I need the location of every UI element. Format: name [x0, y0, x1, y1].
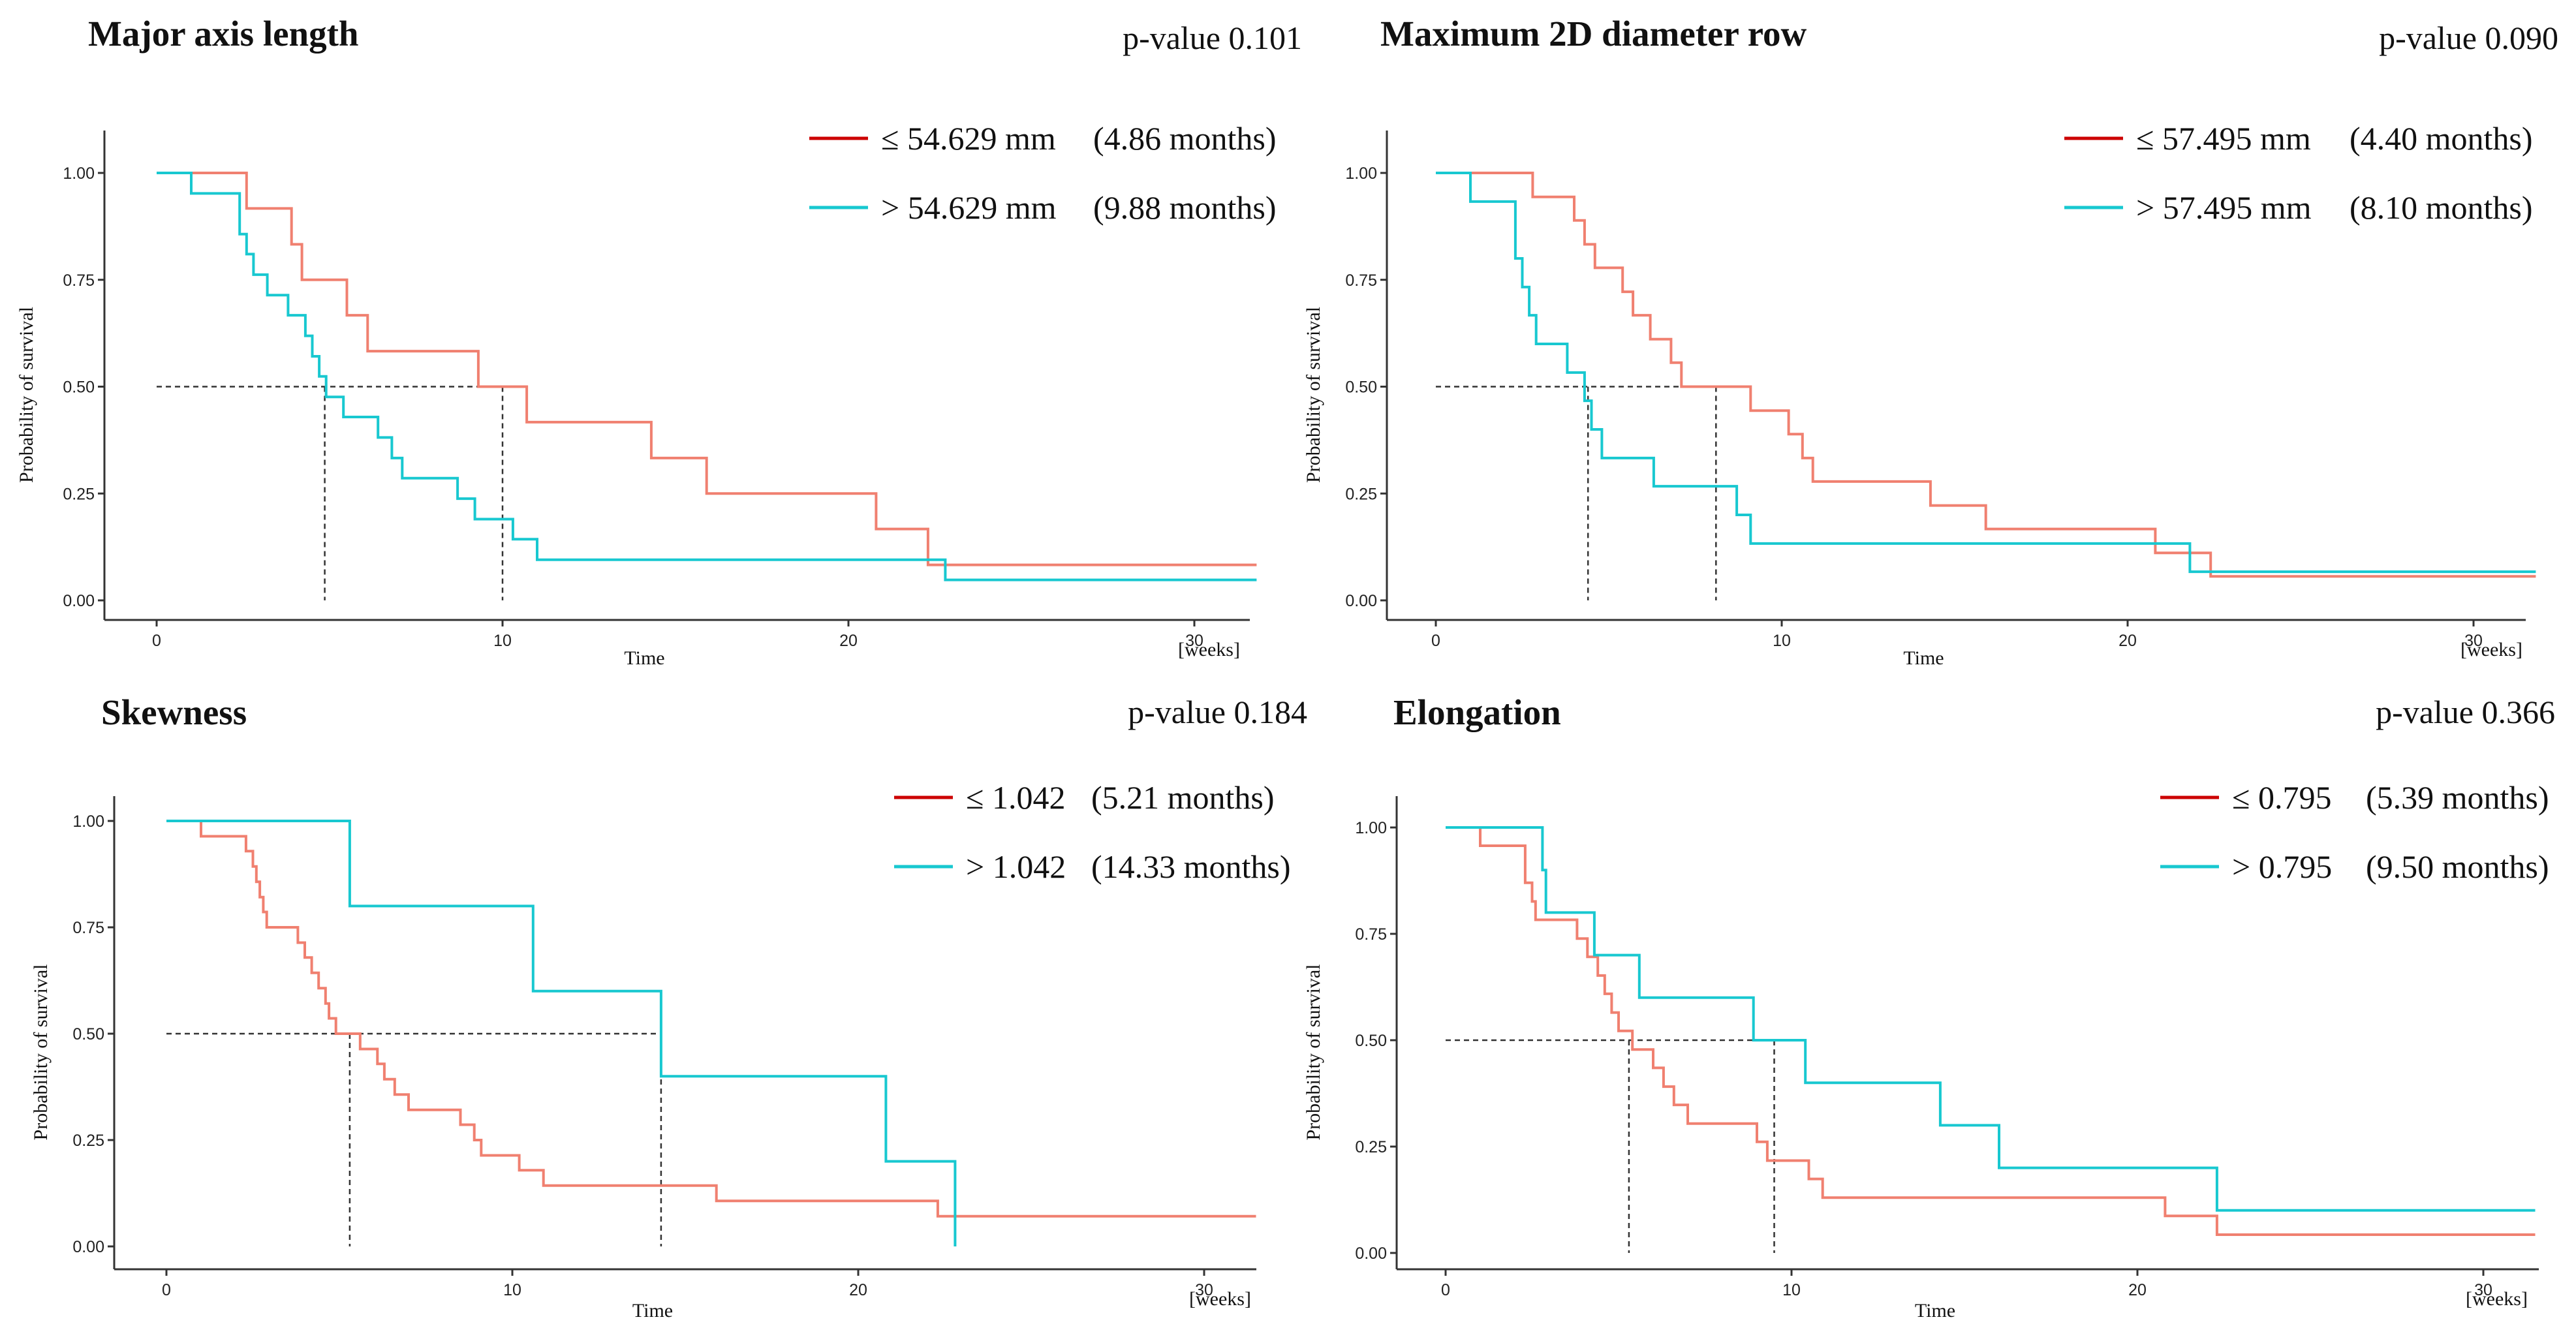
km-panel-4: Elongation p-value 0.366 0.00 0.25 0.50 0.75 1… [1303, 692, 2555, 1321]
x-tick-label: 30 [1185, 632, 1203, 650]
x-axis-label: Time [1903, 647, 1944, 669]
x-tick-label: 30 [2474, 1281, 2492, 1299]
legend-entry-low: ≤ 1.042 [966, 779, 1065, 816]
legend-median-low: (4.86 months) [1093, 120, 1277, 157]
y-tick-label: 0.25 [1355, 1138, 1387, 1156]
survival-curve-low [157, 172, 1257, 566]
p-value-label: p-value 0.090 [2379, 20, 2558, 56]
x-tick-label: 10 [1782, 1281, 1801, 1299]
x-tick-label: 0 [1431, 632, 1440, 650]
x-tick-label: 20 [2118, 632, 2137, 650]
legend-median-high: (8.10 months) [2350, 189, 2533, 226]
survival-curve-high [1446, 826, 2536, 1212]
survival-curve-high [166, 820, 957, 1246]
legend-entry-high: > 57.495 mm [2136, 189, 2312, 226]
y-tick-label: 0.50 [1355, 1032, 1387, 1050]
x-axis-label: Time [632, 1300, 673, 1321]
x-tick-label: 10 [493, 632, 512, 650]
y-tick-label: 0.50 [1345, 378, 1377, 397]
y-tick-label: 0.75 [72, 919, 104, 937]
legend-median-high: (14.33 months) [1091, 848, 1291, 885]
legend-median-high: (9.88 months) [1093, 189, 1277, 226]
survival-curve-low [1446, 826, 2536, 1236]
km-panel-1: Major axis length p-value 0.101 0.00 0.25 0.… [16, 14, 1302, 669]
legend-entry-low: ≤ 57.495 mm [2136, 120, 2311, 157]
legend-median-low: (5.39 months) [2366, 779, 2549, 816]
y-tick-label: 0.25 [1345, 485, 1377, 503]
y-tick-label: 0.50 [72, 1025, 104, 1043]
y-tick-label: 0.75 [1355, 925, 1387, 944]
legend-entry-low: ≤ 54.629 mm [881, 120, 1056, 157]
y-tick-label: 0.25 [63, 485, 95, 503]
x-tick-label: 30 [1195, 1281, 1213, 1299]
p-value-label: p-value 0.184 [1128, 694, 1307, 730]
y-tick-label: 0.50 [63, 378, 95, 397]
x-tick-label: 0 [1441, 1281, 1450, 1299]
legend-entry-low: ≤ 0.795 [2232, 779, 2331, 816]
x-tick-label: 20 [2128, 1281, 2147, 1299]
p-value-label: p-value 0.101 [1123, 20, 1302, 56]
x-axis-label: Time [624, 647, 664, 669]
km-panel-3: Skewness p-value 0.184 0.00 0.25 0.50 0.75 1.0… [30, 692, 1307, 1321]
x-tick-label: 20 [839, 632, 858, 650]
y-tick-label: 1.00 [63, 164, 95, 183]
survival-curve-low [1436, 172, 2536, 578]
survival-curve-low [166, 820, 1256, 1218]
x-axis-unit: [weeks] [1178, 639, 1240, 660]
y-tick-label: 0.25 [72, 1132, 104, 1150]
x-axis-unit: [weeks] [1189, 1288, 1251, 1310]
chart-title: Skewness [101, 692, 247, 732]
x-tick-label: 10 [1773, 632, 1791, 650]
y-tick-label: 1.00 [72, 812, 104, 831]
y-tick-label: 0.00 [72, 1238, 104, 1256]
x-tick-label: 20 [849, 1281, 867, 1299]
x-axis-label: Time [1915, 1300, 1955, 1321]
x-tick-label: 0 [162, 1281, 171, 1299]
y-tick-label: 0.75 [63, 271, 95, 290]
y-tick-label: 0.00 [1355, 1244, 1387, 1263]
y-axis-label: Probability of survival [16, 307, 37, 483]
p-value-label: p-value 0.366 [2376, 694, 2555, 730]
y-tick-label: 1.00 [1345, 164, 1377, 183]
legend-median-high: (9.50 months) [2366, 848, 2549, 885]
chart-title: Maximum 2D diameter row [1380, 14, 1807, 54]
x-tick-label: 30 [2464, 632, 2483, 650]
y-axis-label: Probability of survival [1303, 307, 1324, 483]
y-tick-label: 0.75 [1345, 271, 1377, 290]
legend-entry-high: > 54.629 mm [881, 189, 1057, 226]
y-axis-label: Probability of survival [1303, 965, 1324, 1141]
x-axis-unit: [weeks] [2466, 1288, 2528, 1310]
y-tick-label: 1.00 [1355, 819, 1387, 837]
chart-title: Elongation [1393, 692, 1561, 732]
chart-title: Major axis length [88, 14, 359, 54]
legend-entry-high: > 1.042 [966, 848, 1066, 885]
x-tick-label: 0 [152, 632, 161, 650]
y-tick-label: 0.00 [1345, 592, 1377, 610]
y-tick-label: 0.00 [63, 592, 95, 610]
legend-median-low: (5.21 months) [1091, 779, 1275, 816]
survival-curve-high [157, 172, 1257, 581]
x-axis-unit: [weeks] [2460, 639, 2522, 660]
km-panel-2: Maximum 2D diameter row p-value 0.090 0.00… [1303, 14, 2558, 669]
legend-entry-high: > 0.795 [2232, 848, 2332, 885]
legend-median-low: (4.40 months) [2350, 120, 2533, 157]
y-axis-label: Probability of survival [30, 965, 52, 1141]
x-tick-label: 10 [503, 1281, 521, 1299]
survival-curve-high [1436, 172, 2536, 574]
